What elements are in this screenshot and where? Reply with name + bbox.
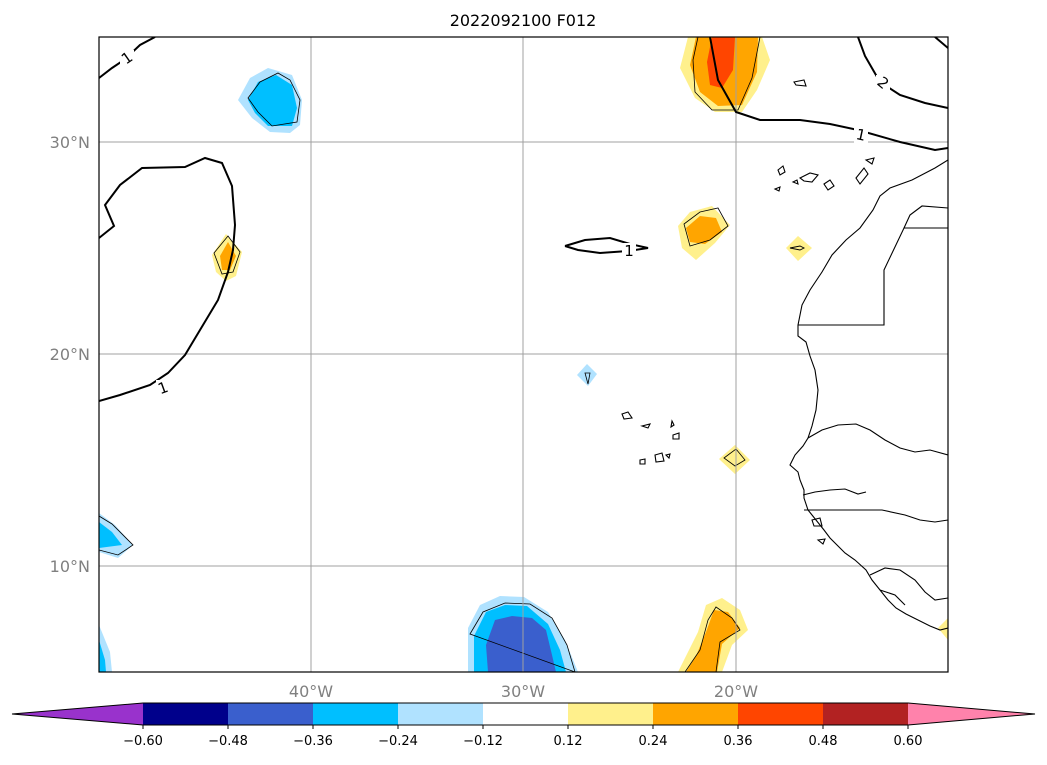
positive-anomaly-region <box>678 206 730 260</box>
negative-anomaly-region <box>99 513 134 558</box>
colorbar-extend-high <box>908 703 1035 725</box>
positive-anomaly-region <box>678 598 748 672</box>
colorbar-bin <box>823 703 908 725</box>
lat-label-20n: 20°N <box>50 345 90 364</box>
negative-anomaly-region <box>238 68 302 133</box>
colorbar-bin <box>483 703 568 725</box>
colorbar-tick-label: 0.24 <box>639 734 668 749</box>
colorbar-bin <box>313 703 398 725</box>
colorbar-tick-label: −0.24 <box>378 734 418 749</box>
colorbar-bin <box>568 703 653 725</box>
colorbar-tick-label: 0.36 <box>724 734 753 749</box>
coastline <box>621 79 948 631</box>
contour-label-group: 1 1 1 1 2 <box>118 48 893 398</box>
colorbar-tick-label: 0.60 <box>894 734 923 749</box>
lon-label-30w: 30°W <box>501 682 545 701</box>
colorbar: −0.60 −0.48 −0.36 −0.24 −0.12 0.12 0.24 0.36 0.4… <box>11 702 1036 749</box>
lat-label-30n: 30°N <box>50 133 90 152</box>
lat-label-10n: 10°N <box>50 557 90 576</box>
map-title: 2022092100 F012 <box>450 11 597 30</box>
colorbar-bin <box>653 703 738 725</box>
colorbar-bin <box>738 703 823 725</box>
colorbar-tick-label: −0.36 <box>293 734 333 749</box>
contour-label: 1 <box>624 242 634 260</box>
colorbar-tick-label: 0.12 <box>554 734 583 749</box>
positive-anomaly-region <box>786 236 812 261</box>
negative-anomaly-region <box>99 625 112 672</box>
map-frame <box>98 36 949 673</box>
lon-label-20w: 20°W <box>714 682 758 701</box>
lon-label-40w: 40°W <box>289 682 333 701</box>
graticule <box>99 37 948 672</box>
map-area: 1 1 1 1 2 <box>99 37 948 672</box>
contour-label: 1 <box>854 125 867 145</box>
positive-anomaly-region <box>680 37 770 112</box>
colorbar-extend-low <box>12 703 143 725</box>
colorbar-bin <box>143 703 228 725</box>
colorbar-tick-label: −0.48 <box>208 734 248 749</box>
colorbar-bin <box>228 703 313 725</box>
positive-anomaly-region <box>212 234 242 281</box>
colorbar-bin <box>398 703 483 725</box>
colorbar-tick-label: 0.48 <box>809 734 838 749</box>
positive-anomaly-region <box>719 445 750 474</box>
colorbar-tick-label: −0.60 <box>123 734 163 749</box>
negative-anomaly-region <box>577 364 597 386</box>
colorbar-tick-label: −0.12 <box>463 734 503 749</box>
